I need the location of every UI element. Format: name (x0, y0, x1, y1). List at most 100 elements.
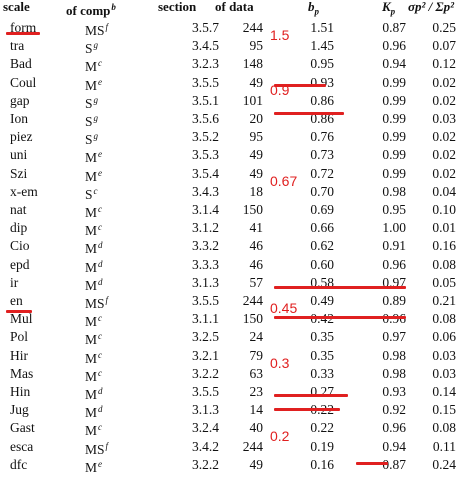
ratio-cell: 0.11 (432, 438, 456, 454)
comp-superscript: c (98, 367, 103, 378)
bp-cell: 0.70 (310, 183, 334, 199)
scale-cell: Mas (10, 365, 34, 381)
comp-cell: Mc (85, 422, 103, 439)
scale-cell: Hir (10, 347, 28, 363)
table-row: dip Mc 3.1.2 41 0.66 1.00 0.01 (0, 218, 474, 238)
bp-cell: 0.35 (310, 347, 334, 363)
section-cell: 3.4.5 (192, 38, 219, 54)
section-cell: 3.5.4 (192, 165, 219, 181)
scale-cell: Szi (10, 165, 28, 181)
comp-cell: Md (85, 276, 103, 293)
comp-cell: Mc (85, 204, 103, 220)
scale-cell: Pol (10, 329, 29, 345)
comp-superscript: f (105, 22, 109, 32)
scale-cell: Gast (10, 420, 35, 436)
annotation-label: 0.67 (270, 172, 298, 189)
kp-cell: 0.99 (382, 147, 406, 163)
comp-cell: Md (85, 386, 103, 402)
scale-cell: Cio (10, 238, 30, 254)
comp-superscript: c (98, 204, 103, 214)
comp-cell: Me (85, 458, 103, 475)
comp-cell: Mc (85, 58, 103, 75)
comp-superscript: f (105, 295, 109, 305)
table-row: epd Md 3.3.3 46 0.60 0.96 0.08 (0, 255, 474, 275)
section-cell: 3.4.3 (192, 183, 219, 199)
ndata-cell: 18 (249, 183, 264, 199)
scale-cell: uni (10, 147, 28, 163)
comp-cell: Sg (85, 131, 99, 148)
comp-cell: MSf (85, 440, 109, 457)
comp-cell: Mc (85, 313, 103, 330)
bp-cell: 1.45 (310, 38, 334, 54)
ndata-cell: 101 (242, 92, 263, 108)
header-ratio: σp² / Σp² (408, 0, 454, 14)
table-row: Hin Md 3.5.5 23 0.27 0.93 0.14 (0, 382, 474, 402)
comp-cell: Sg (85, 94, 99, 111)
ndata-cell: 14 (249, 402, 264, 418)
comp-superscript: d (98, 404, 103, 415)
ratio-cell: 0.01 (432, 220, 456, 236)
table-row: dfc Me 3.2.2 49 0.16 0.87 0.24 (0, 455, 474, 475)
table-row: Hir Mc 3.2.1 79 0.35 0.98 0.03 (0, 346, 474, 366)
table-row: Gast Mc 3.2.4 40 0.22 0.96 0.08 (0, 418, 474, 439)
comp-superscript: e (98, 149, 103, 160)
section-cell: 3.5.5 (192, 293, 219, 308)
scale-cell: x-em (10, 183, 38, 199)
comp-cell: Mc (85, 349, 103, 366)
section-cell: 3.1.4 (192, 202, 219, 217)
ratio-cell: 0.10 (432, 202, 456, 217)
red-underline (274, 84, 326, 87)
comp-superscript: g (93, 94, 99, 105)
section-cell: 3.5.5 (192, 384, 219, 399)
ratio-cell: 0.02 (432, 92, 456, 108)
comp-superscript: e (98, 167, 103, 178)
header-comp: of compb (66, 2, 116, 18)
table-row: Ion Sg 3.5.6 20 0.86 0.99 0.03 (0, 109, 474, 129)
bp-cell: 0.95 (310, 56, 334, 72)
section-cell: 3.1.3 (192, 274, 219, 290)
kp-cell: 0.87 (382, 456, 406, 472)
ratio-cell: 0.06 (432, 329, 456, 345)
red-underline (274, 394, 348, 397)
section-cell: 3.2.4 (192, 420, 219, 436)
ndata-cell: 95 (249, 129, 264, 145)
red-underline (6, 310, 32, 313)
scale-cell: dfc (10, 456, 28, 472)
ndata-cell: 20 (249, 111, 264, 126)
scale-cell: Hin (10, 384, 31, 399)
comp-superscript: c (98, 422, 103, 433)
bp-cell: 0.66 (310, 220, 334, 236)
kp-cell: 0.96 (382, 38, 406, 54)
table-row: gap Sg 3.5.1 101 0.86 0.99 0.02 (0, 91, 474, 111)
red-underline (274, 408, 340, 411)
kp-cell: 0.89 (382, 293, 406, 308)
scale-cell: Bad (10, 56, 32, 72)
section-cell: 3.5.1 (192, 92, 219, 108)
ratio-cell: 0.03 (432, 347, 456, 363)
kp-cell: 1.00 (382, 220, 406, 236)
ndata-cell: 148 (242, 56, 263, 72)
comp-cell: Me (85, 76, 103, 93)
section-cell: 3.5.6 (192, 111, 219, 126)
header-ndata: of data (215, 0, 254, 14)
section-cell: 3.1.3 (192, 402, 219, 418)
kp-cell: 0.94 (382, 438, 406, 454)
header-scale: scale (3, 0, 30, 14)
kp-cell: 0.98 (382, 365, 406, 381)
comp-cell: Md (85, 240, 103, 257)
table-row: en MSf 3.5.5 244 0.49 0.89 0.21 (0, 291, 474, 311)
bp-cell: 0.19 (310, 438, 334, 454)
comp-superscript: c (98, 349, 103, 360)
scale-cell: dip (10, 220, 28, 236)
ratio-cell: 0.15 (432, 402, 456, 418)
scale-cell: form (10, 20, 37, 35)
kp-cell: 0.91 (382, 238, 406, 254)
comp-superscript: e (98, 458, 103, 469)
section-cell: 3.2.1 (192, 347, 219, 363)
ndata-cell: 49 (249, 165, 264, 181)
scale-cell: Ion (10, 111, 28, 126)
comp-cell: Md (85, 404, 103, 421)
ndata-cell: 49 (249, 74, 264, 90)
ndata-cell: 63 (249, 365, 264, 381)
comp-superscript: c (98, 222, 103, 233)
